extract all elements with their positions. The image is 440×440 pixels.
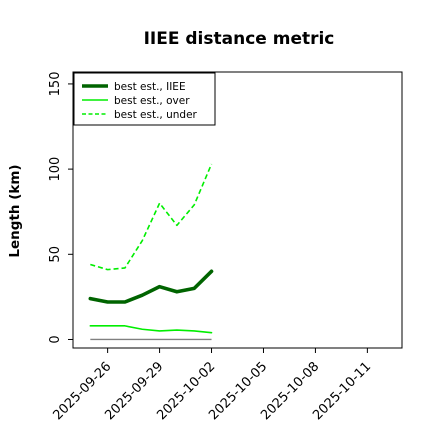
legend-label: best est., IIEE	[114, 81, 186, 93]
legend: best est., IIEE best est., over best est.,…	[73, 72, 216, 126]
plot-area-frame	[72, 71, 403, 349]
legend-label: best est., under	[114, 109, 198, 121]
series-line-2	[89, 325, 213, 334]
legend-label: best est., over	[114, 95, 190, 107]
y-tick-label: 0	[48, 335, 63, 343]
y-tick-label: 50	[48, 246, 63, 263]
y-tick-label: 150	[48, 72, 63, 97]
y-tick-label: 100	[48, 157, 63, 182]
y-axis: 0 50 100 150	[48, 72, 73, 344]
series-line-1	[88, 269, 214, 304]
plot-content	[88, 163, 214, 341]
legend-box	[73, 72, 216, 126]
y-axis-label: Length (km)	[7, 164, 23, 257]
series-line-3	[90, 163, 213, 271]
chart-title: IIEE distance metric	[144, 29, 335, 49]
